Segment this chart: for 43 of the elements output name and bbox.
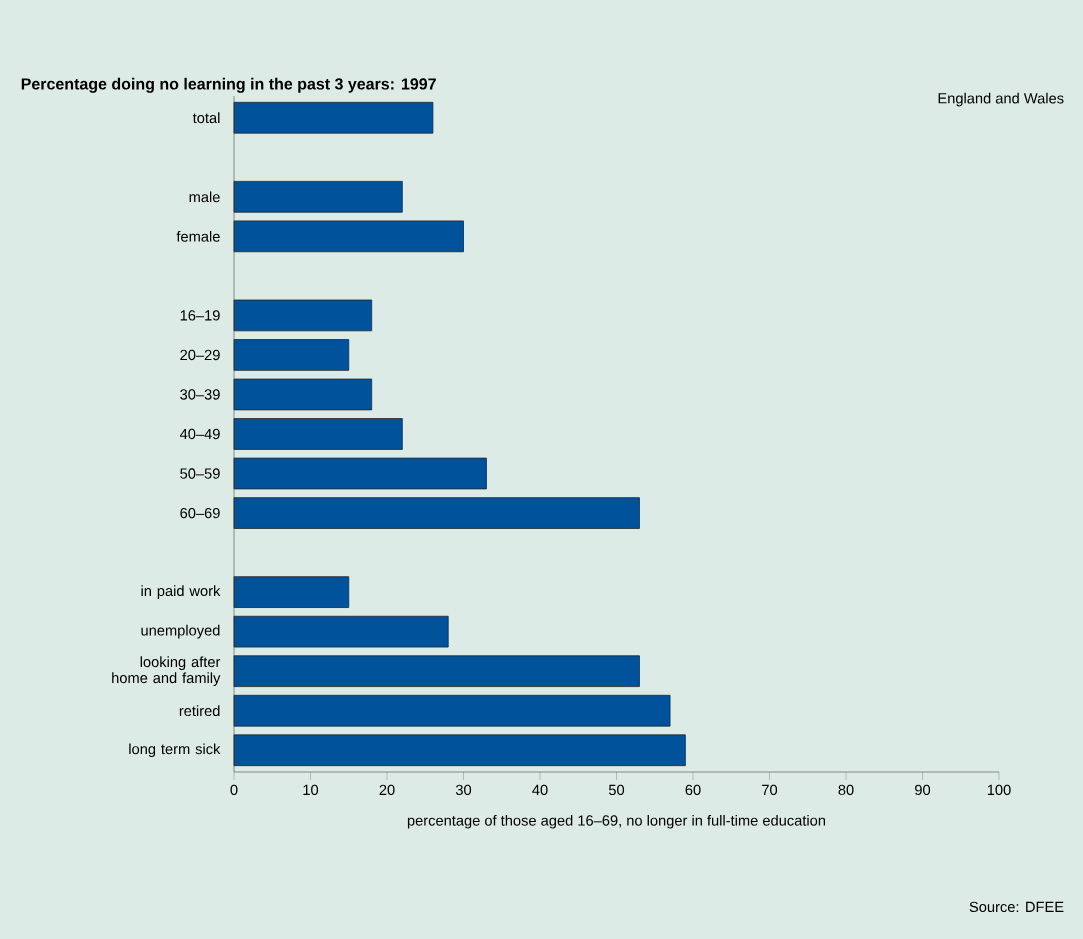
x-tick-label: 80 bbox=[838, 784, 854, 796]
bar bbox=[233, 576, 350, 608]
x-tick-label: 10 bbox=[303, 784, 319, 796]
y-tick-label: female bbox=[176, 230, 220, 242]
bar bbox=[233, 101, 434, 134]
bar bbox=[233, 694, 671, 727]
bar bbox=[233, 378, 373, 411]
x-tick-label: 0 bbox=[230, 784, 238, 796]
x-tick-label: 100 bbox=[987, 784, 1011, 796]
y-tick-label: unemployed bbox=[141, 624, 220, 639]
y-tick-label: total bbox=[192, 112, 220, 124]
x-axis-title: percentage of those aged 16–69, no longer in full-time education bbox=[407, 814, 826, 829]
x-tick-label: 50 bbox=[608, 784, 625, 796]
x-tick-label: 60 bbox=[685, 784, 701, 796]
y-tick-label: 60–69 bbox=[180, 507, 220, 519]
bar bbox=[233, 220, 464, 253]
y-tick-label: retired bbox=[179, 705, 220, 717]
y-tick-label: 30–39 bbox=[180, 389, 220, 400]
y-tick-label: long term sick bbox=[129, 743, 221, 758]
annotation: England and Wales bbox=[938, 92, 1064, 107]
bar bbox=[233, 615, 449, 648]
y-tick-label: 40–49 bbox=[179, 428, 220, 440]
bar bbox=[233, 655, 640, 687]
y-tick-label: 50–59 bbox=[180, 468, 220, 479]
y-tick-label: male bbox=[189, 191, 220, 203]
source-note: Source: DFEE bbox=[969, 901, 1064, 913]
y-tick-label: 20–29 bbox=[180, 349, 220, 361]
bar bbox=[233, 180, 403, 213]
y-tick-label: 16–19 bbox=[180, 310, 220, 321]
x-tick-label: 30 bbox=[455, 784, 472, 796]
bar bbox=[233, 299, 373, 332]
bar bbox=[233, 457, 487, 490]
bar bbox=[233, 339, 350, 371]
y-tick-label: in paid work bbox=[141, 585, 221, 599]
bar bbox=[233, 418, 403, 450]
bar bbox=[233, 497, 640, 529]
x-tick-label: 20 bbox=[379, 784, 395, 796]
chart-title: Percentage doing no learning in the past 3 years: 1997 bbox=[21, 77, 436, 93]
x-tick-label: 70 bbox=[762, 784, 778, 796]
x-tick-label: 40 bbox=[532, 784, 548, 796]
x-tick-label: 90 bbox=[915, 784, 931, 796]
y-tick-label: looking after home and family bbox=[112, 656, 221, 687]
bar bbox=[233, 734, 686, 767]
